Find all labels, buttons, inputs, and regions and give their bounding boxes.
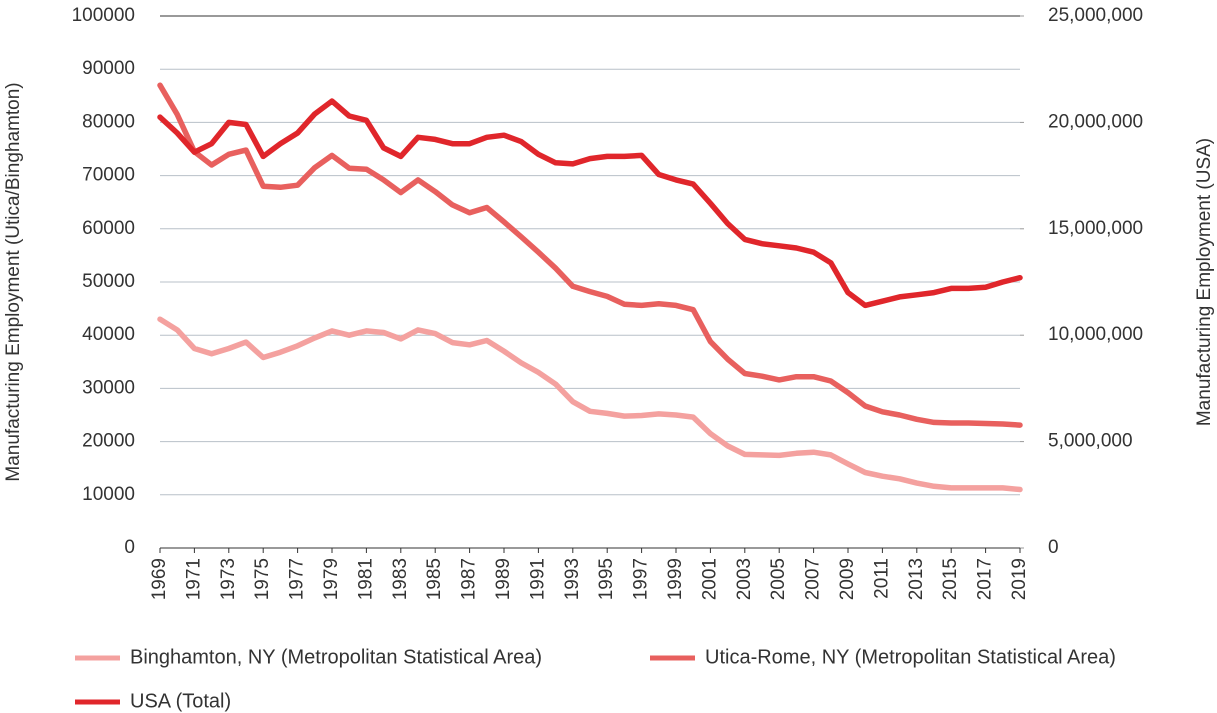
y-tick-label: 100000 [72, 5, 135, 26]
x-tick-label: 2007 [803, 558, 824, 600]
x-tick-label: 1983 [390, 558, 411, 600]
series-line [157, 82, 1023, 428]
y2-axis-title: Manufacturing Employment (USA) [1194, 138, 1215, 426]
x-tick-label: 2019 [1009, 558, 1030, 600]
x-tick-label: 1985 [424, 558, 445, 600]
x-tick-label: 1981 [355, 558, 376, 600]
y-tick-label: 30000 [82, 377, 135, 398]
y2-tick-label: 0 [1048, 537, 1059, 558]
y2-tick-label: 25,000,000 [1048, 5, 1143, 26]
x-tick-label: 1979 [321, 558, 342, 600]
x-tick-label: 2011 [871, 558, 892, 599]
x-tick-label: 1977 [287, 558, 308, 600]
y-tick-label: 80000 [82, 111, 135, 132]
y2-tick-label: 5,000,000 [1048, 431, 1133, 452]
y-tick-label: 20000 [82, 431, 135, 452]
x-tick-label: 1989 [493, 558, 514, 600]
y-tick-label: 40000 [82, 324, 135, 345]
x-tick-label: 1975 [252, 558, 273, 600]
x-tick-label: 2017 [975, 558, 996, 600]
series-line [157, 316, 1023, 493]
y-tick-label: 0 [124, 537, 135, 558]
x-tick-label: 2013 [906, 558, 927, 600]
y2-tick-label: 10,000,000 [1048, 324, 1143, 345]
x-tick-label: 1971 [183, 558, 204, 600]
y2-tick-label: 20,000,000 [1048, 111, 1143, 132]
x-tick-label: 2001 [699, 558, 720, 600]
y-tick-label: 70000 [82, 165, 135, 186]
y2-tick-label: 15,000,000 [1048, 218, 1143, 239]
y-axis-title: Manufacturing Employment (Utica/Binghamt… [3, 82, 24, 481]
x-tick-label: 1969 [149, 558, 170, 600]
x-tick-label: 2015 [940, 558, 961, 600]
x-tick-label: 2009 [837, 558, 858, 600]
y-tick-label: 50000 [82, 271, 135, 292]
x-tick-label: 1987 [459, 558, 480, 600]
y-tick-label: 60000 [82, 218, 135, 239]
x-tick-label: 1993 [562, 558, 583, 600]
x-tick-label: 1997 [631, 558, 652, 600]
x-tick-label: 1999 [665, 558, 686, 600]
y-tick-label: 10000 [82, 484, 135, 505]
x-tick-label: 2005 [768, 558, 789, 600]
legend-text: Binghamton, NY (Metropolitan Statistical… [130, 646, 542, 668]
x-tick-label: 1991 [527, 558, 548, 600]
x-tick-label: 2003 [734, 558, 755, 600]
y-tick-label: 90000 [82, 58, 135, 79]
legend-text: USA (Total) [130, 690, 231, 712]
x-tick-label: 1973 [218, 558, 239, 600]
x-tick-label: 1995 [596, 558, 617, 600]
series-line [157, 98, 1023, 309]
legend-text: Utica-Rome, NY (Metropolitan Statistical… [705, 646, 1116, 668]
